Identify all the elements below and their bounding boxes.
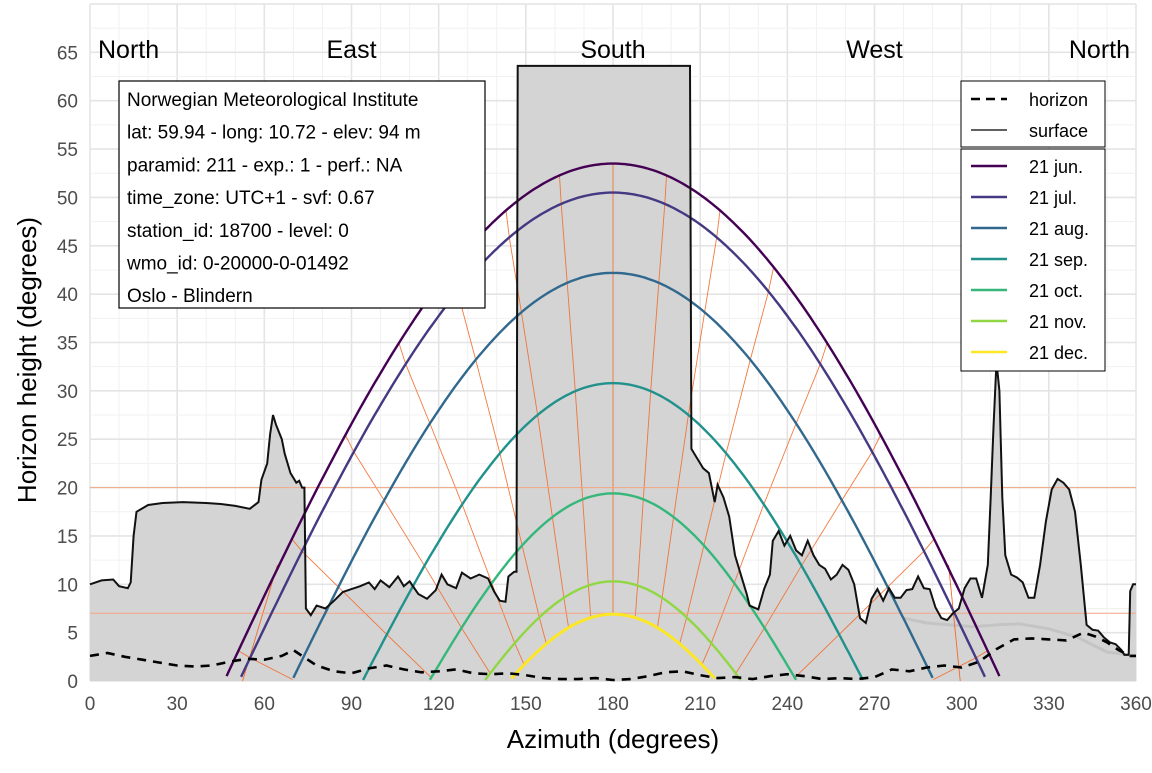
sun-path-21-aug <box>292 271 934 679</box>
info-line: wmo_id: 0-20000-0-01492 <box>126 254 349 275</box>
x-tick-label: 180 <box>597 694 629 715</box>
y-tick-label: 10 <box>57 575 78 596</box>
info-line: time_zone: UTC+1 - svf: 0.67 <box>127 188 375 209</box>
sun-path-21-sep <box>362 381 864 681</box>
x-tick-label: 360 <box>1120 694 1152 715</box>
horizon-line <box>89 631 1136 682</box>
sun-path-21-jul <box>240 191 986 678</box>
hour-line <box>948 564 961 682</box>
axis-ticks: 0 30 60 90 120 150 180 210 240 270 300 330 360 0 5 10 15… <box>57 43 1152 715</box>
legend-label-surface: surface <box>1029 121 1088 141</box>
x-tick-label: 270 <box>859 694 891 715</box>
y-tick-label: 20 <box>57 479 78 500</box>
legend-label-sun-path: 21 jun. <box>1029 157 1083 177</box>
x-tick-label: 120 <box>423 694 455 715</box>
y-tick-label: 0 <box>67 672 78 693</box>
sun-path-21-nov <box>484 580 742 681</box>
y-tick-label: 30 <box>57 382 78 403</box>
x-tick-label: 240 <box>771 694 803 715</box>
x-tick-label: 150 <box>510 694 542 715</box>
compass-label: South <box>580 36 645 64</box>
legend-label-sun-path: 21 nov. <box>1029 312 1087 332</box>
y-tick-label: 5 <box>67 624 78 645</box>
legend-label-sun-path: 21 sep. <box>1029 250 1088 270</box>
info-line: paramid: 211 - exp.: 1 - perf.: NA <box>127 155 403 176</box>
y-tick-label: 40 <box>57 285 78 306</box>
x-tick-label: 330 <box>1033 694 1065 715</box>
info-line: Oslo - Blindern <box>127 286 253 307</box>
sun-path-21-dec <box>510 612 716 680</box>
x-tick-label: 0 <box>85 694 96 715</box>
y-tick-label: 65 <box>57 43 78 64</box>
legend-label-horizon: horizon <box>1029 90 1088 110</box>
compass-label: North <box>1069 36 1130 64</box>
y-axis-label: Horizon height (degrees) <box>12 217 42 503</box>
x-tick-label: 30 <box>167 694 188 715</box>
x-tick-label: 90 <box>341 694 362 715</box>
compass-label: West <box>846 36 903 64</box>
secondary-horizon-line <box>903 616 1137 658</box>
sun-path-21-jun <box>225 162 1001 677</box>
legend-label-sun-path: 21 aug. <box>1029 219 1089 239</box>
y-tick-label: 60 <box>57 92 78 113</box>
info-line: lat: 59.94 - long: 10.72 - elev: 94 m <box>127 123 421 144</box>
info-box: Norwegian Meteorological Institute lat: 5… <box>118 80 486 309</box>
y-tick-label: 15 <box>57 527 78 548</box>
surface-line <box>89 64 1136 656</box>
info-line: Norwegian Meteorological Institute <box>127 90 419 111</box>
compass-label: North <box>98 36 159 64</box>
horizon-lines <box>89 64 1136 682</box>
x-tick-label: 210 <box>684 694 716 715</box>
hour-line <box>344 434 491 674</box>
legend-label-sun-path: 21 dec. <box>1029 343 1088 363</box>
y-tick-label: 35 <box>57 334 78 355</box>
y-tick-label: 50 <box>57 188 78 209</box>
x-axis-label: Azimuth (degrees) <box>507 724 719 754</box>
info-line: station_id: 18700 - level: 0 <box>127 221 349 242</box>
y-tick-label: 45 <box>57 237 78 258</box>
compass-label: East <box>326 36 376 64</box>
legend-label-sun-path: 21 jul. <box>1029 188 1077 208</box>
y-tick-label: 55 <box>57 140 78 161</box>
y-tick-label: 25 <box>57 430 78 451</box>
legend-label-sun-path: 21 oct. <box>1029 281 1083 301</box>
x-tick-label: 300 <box>946 694 978 715</box>
hour-line <box>735 434 882 674</box>
x-tick-label: 60 <box>254 694 275 715</box>
compass-labels: North East South West North <box>98 36 1130 64</box>
legend: horizon surface 21 jun. 21 jul. 21 aug. 21 s… <box>960 80 1106 372</box>
